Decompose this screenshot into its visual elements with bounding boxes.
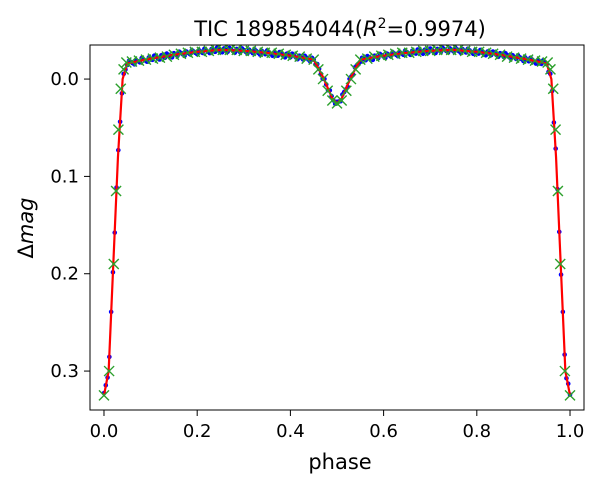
y-tick-label: 0.2 [50,264,79,285]
plot-area [98,44,576,401]
model-marker [322,85,334,97]
axes-frame [89,44,585,411]
model-marker [115,83,127,95]
model-marker [336,94,348,106]
y-axis-label: Δmag [14,197,38,258]
model-marker [494,49,506,61]
x-tick-label: 1.0 [556,421,585,442]
y-tick-label: 0.0 [50,69,79,90]
model-marker [554,258,566,270]
model-markers [98,44,576,401]
model-marker [350,63,362,75]
x-tick-label: 0.0 [90,421,119,442]
model-marker [103,365,115,377]
model-marker [345,73,357,85]
y-tick-label: 0.1 [50,166,79,187]
model-marker [340,85,352,97]
model-marker [544,63,556,75]
model-marker [312,63,324,75]
observed-points [101,45,573,397]
model-marker [98,389,110,401]
model-marker [110,185,122,197]
y-axis: 0.0 0.1 0.2 0.3 [50,69,90,382]
x-tick-label: 0.2 [183,421,212,442]
chart-title: TIC 189854044(R2=0.9974) [193,16,486,41]
y-tick-label: 0.3 [50,361,79,382]
x-tick-label: 0.8 [462,421,491,442]
x-tick-label: 0.4 [276,421,305,442]
model-marker [564,389,576,401]
model-marker [552,185,564,197]
x-tick-label: 0.6 [369,421,398,442]
model-marker [294,51,306,63]
model-marker [559,365,571,377]
model-marker [317,73,329,85]
model-marker [308,54,320,66]
model-marker [161,51,173,63]
model-marker [108,258,120,270]
x-axis: 0.0 0.2 0.4 0.6 0.8 1.0 [90,410,585,442]
model-marker [361,53,373,65]
model-marker [542,57,554,69]
model-marker [112,124,124,136]
model-marker [550,124,562,136]
x-axis-label: phase [308,450,371,474]
model-marker [547,83,559,95]
